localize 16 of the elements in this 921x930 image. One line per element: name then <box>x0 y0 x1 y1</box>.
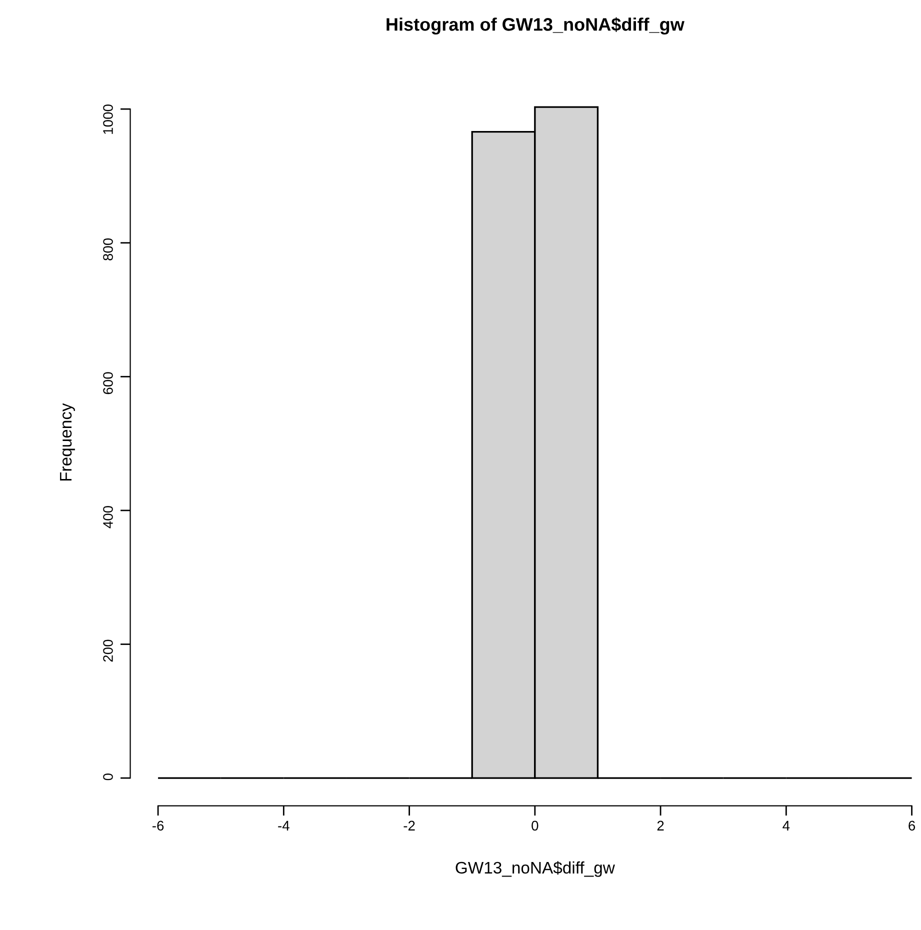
x-tick-label: 0 <box>532 820 538 831</box>
x-tick-label: -4 <box>278 820 290 830</box>
x-tick-label: -6 <box>152 820 164 831</box>
y-tick-label: 400 <box>103 506 113 528</box>
y-axis-title: Frequency <box>60 403 75 481</box>
chart-title: Histogram of GW13_noNA$diff_gw <box>386 17 684 34</box>
y-tick-label: 800 <box>103 238 113 260</box>
y-tick-label: 0 <box>103 774 113 780</box>
x-tick-label: 2 <box>657 820 664 830</box>
x-tick-label: -2 <box>404 820 415 830</box>
y-tick-label: 600 <box>103 372 113 394</box>
x-axis-title: GW13_noNA$diff_gw <box>456 861 615 877</box>
x-tick-label: 4 <box>782 820 790 830</box>
x-tick-label: 6 <box>908 820 916 831</box>
y-tick-label: 200 <box>103 640 113 662</box>
y-tick-label: 1000 <box>103 104 113 134</box>
